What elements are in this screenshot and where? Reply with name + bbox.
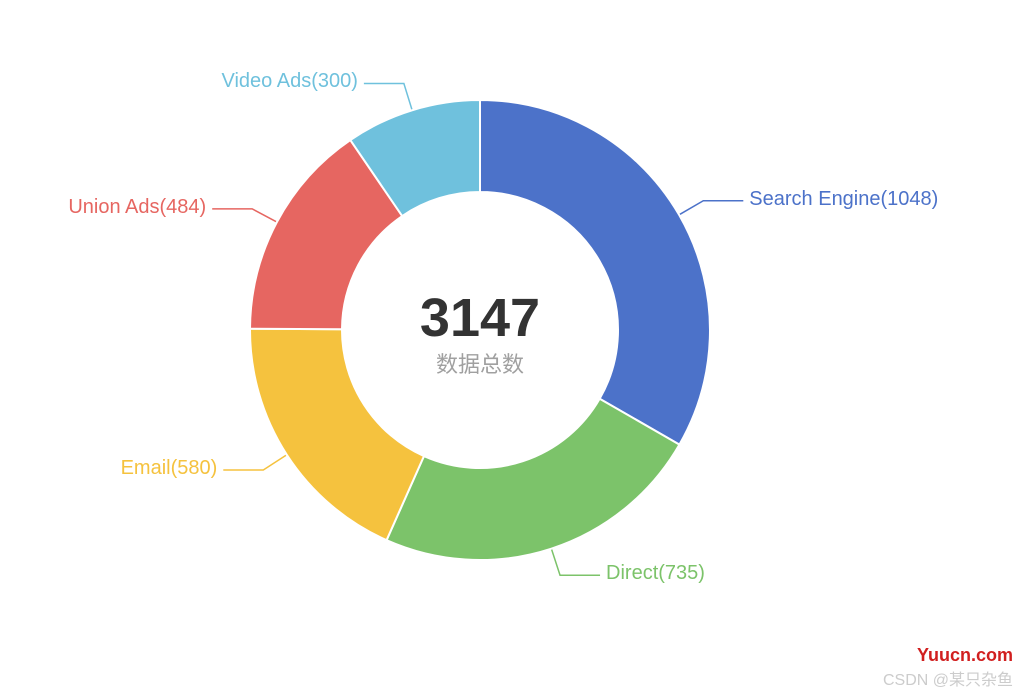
label-line [364, 83, 412, 110]
donut-svg [0, 0, 1025, 698]
label-line [212, 209, 277, 222]
slice-label-video-ads: Video Ads(300) [221, 70, 357, 93]
slice-search-engine[interactable] [480, 100, 710, 445]
label-line [551, 549, 600, 576]
slice-label-union-ads: Union Ads(484) [68, 196, 206, 219]
label-line [223, 455, 287, 470]
brand-watermark: Yuucn.com [917, 645, 1013, 666]
slice-email[interactable] [250, 329, 424, 540]
slice-label-email: Email(580) [121, 457, 218, 480]
slice-direct[interactable] [387, 399, 680, 560]
slice-label-direct: Direct(735) [606, 562, 705, 585]
label-line [679, 201, 743, 215]
slice-label-search-engine: Search Engine(1048) [749, 188, 938, 211]
csdn-watermark: CSDN @某只杂鱼 [883, 666, 1013, 690]
donut-chart: 3147 数据总数 Yuucn.com CSDN @某只杂鱼 Search En… [0, 0, 1025, 698]
